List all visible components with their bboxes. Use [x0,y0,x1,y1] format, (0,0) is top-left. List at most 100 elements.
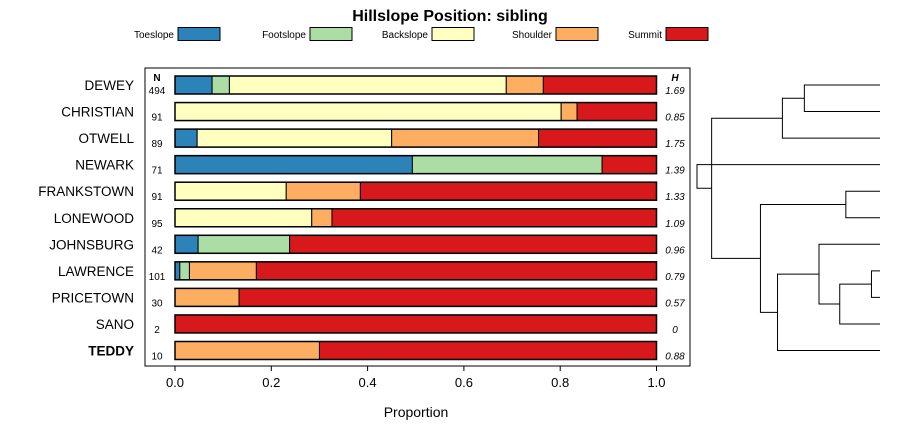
bar-outline [174,101,658,122]
bar-segment [188,261,257,281]
legend-label: Footslope [262,30,306,41]
legend: Toeslope Footslope Backslope Shoulder Summit [134,27,709,41]
bar-segment [505,75,544,95]
bar-outline [174,181,658,201]
bar-segment [318,341,657,360]
bar-segment [174,128,198,148]
category-label: CHRISTIAN [61,105,134,120]
bar-segment [179,261,190,281]
h-value: 1.39 [665,166,685,177]
bar-segment [211,75,230,95]
bar-segment [174,75,213,95]
category-labels: DEWEY CHRISTIAN OTWELL NEWARK FRANKSTOWN LONE… [38,78,134,359]
x-tick-label: 1.0 [647,375,665,390]
dendrogram-branch [870,270,880,298]
bar-segment [197,234,291,254]
x-axis-label: Proportion [384,404,449,420]
bar-segment [255,261,657,281]
n-value: 2 [154,325,160,336]
n-value: 91 [151,113,163,124]
bar-segment [359,181,657,201]
bar-segment [391,128,540,148]
n-value: 42 [151,245,163,256]
legend-swatch [309,27,353,41]
bar-segment [174,208,313,228]
bar-outline [174,208,658,228]
n-value: 494 [149,86,166,97]
dendrogram [696,84,880,351]
category-label: LAWRENCE [58,264,134,279]
bar-outline [174,234,658,255]
plot-panel [144,67,691,367]
legend-label: Shoulder [512,30,553,41]
n-value: 95 [151,219,163,230]
category-label: OTWELL [78,131,134,146]
h-value: 0.57 [665,298,685,309]
legend-swatch [555,27,599,41]
bar-segment [174,102,562,122]
h-value: 1.33 [665,192,685,203]
n-value: 89 [151,139,163,150]
bar-segment [576,102,657,122]
dendrogram-branch [759,203,846,313]
legend-swatch [177,27,221,41]
h-value: 0.88 [665,352,685,363]
bar-segment [560,102,578,122]
dendrogram-branch [696,164,880,189]
n-value: 10 [151,352,163,363]
dendrogram-branch [845,190,880,219]
dendrogram-branch [818,243,880,305]
bar-segment [411,155,603,175]
category-label: NEWARK [75,158,134,173]
h-value: 0.85 [665,113,685,124]
h-value: 1.75 [665,139,685,150]
x-tick-label: 0.2 [262,375,280,390]
bar-segment [174,341,320,360]
legend-swatch [665,27,709,41]
h-value: 1.69 [665,86,685,97]
h-value: 0 [672,325,678,336]
n-value: 30 [151,298,163,309]
dendrogram-branch [781,97,880,139]
bar-segment [228,75,507,95]
x-tick-label: 0.4 [359,375,377,390]
legend-swatch [431,27,475,41]
bar-segment [285,181,361,201]
bars [174,75,658,361]
dendrogram-branch [711,117,783,259]
category-label: JOHNSBURG [49,237,134,252]
n-values: 494 91 89 71 91 95 42 101 30 2 10 [149,86,166,363]
bar-segment [174,181,287,201]
x-axis: 0.0 0.2 0.4 0.6 0.8 1.0 [166,366,666,390]
bar-segment [196,128,393,148]
n-value: 101 [149,272,166,283]
x-tick-label: 0.6 [455,375,473,390]
category-label: PRICETOWN [52,290,134,305]
bar-segment [174,314,657,334]
legend-label: Summit [628,30,662,41]
bar-segment [538,128,657,148]
bar-outline [174,314,658,334]
x-tick-label: 0.0 [166,375,184,390]
dendrogram-branch [777,273,880,351]
category-label: TEDDY [88,344,134,359]
bar-segment [601,155,658,175]
h-value: 0.79 [665,272,685,283]
bar-segment [174,155,413,175]
n-value: 71 [151,166,163,177]
category-label: FRANKSTOWN [38,184,134,199]
h-value: 1.09 [665,219,685,230]
bar-segment [238,287,658,307]
bar-outline [174,287,658,308]
bar-segment [331,208,657,228]
bar-segment [174,234,199,254]
legend-label: Backslope [382,30,429,41]
bar-outline [174,128,658,148]
bar-segment [174,287,240,307]
h-value: 0.96 [665,245,685,256]
bar-segment [542,75,657,95]
n-header: N [153,73,160,84]
dendrogram-branch [803,84,880,113]
category-label: DEWEY [84,78,134,93]
